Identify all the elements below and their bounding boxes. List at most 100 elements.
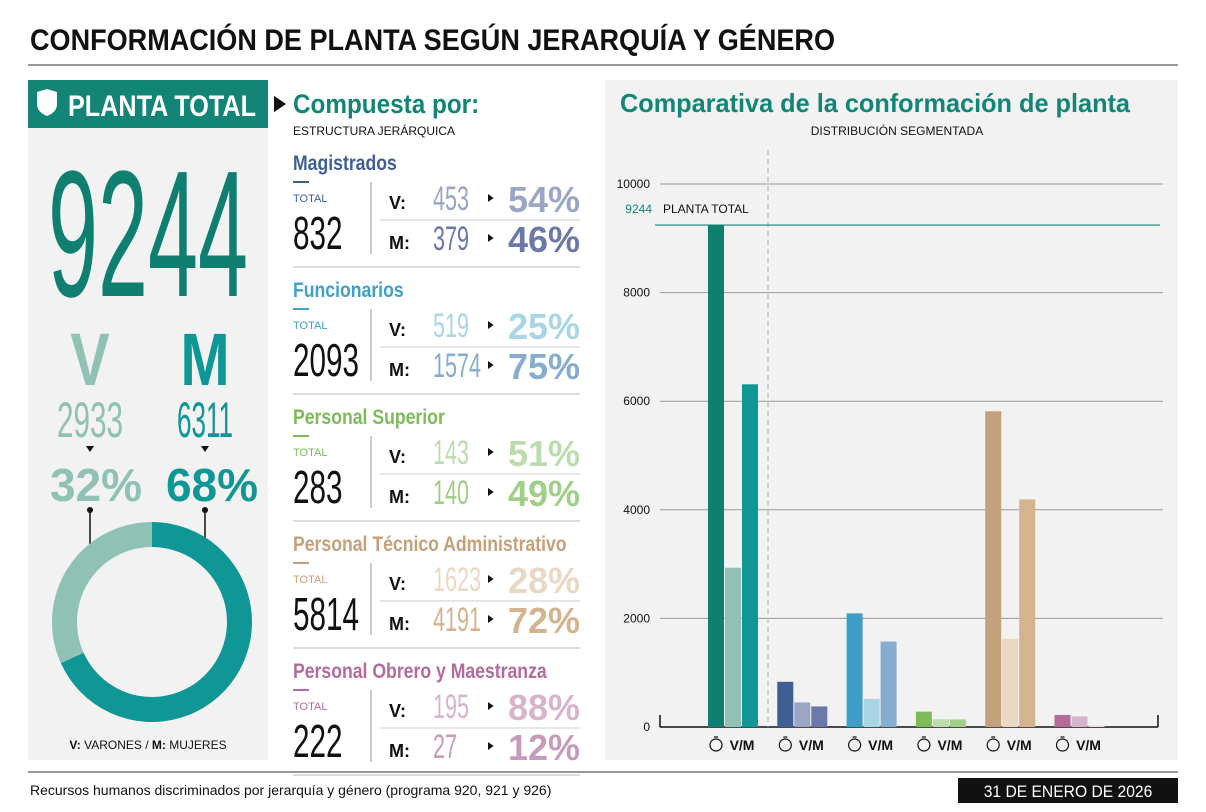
m-number: 4191 (433, 601, 481, 639)
y-tick-label: 0 (643, 720, 650, 734)
m-number: 6311 (177, 392, 233, 448)
x-tick-label: V/M (937, 737, 962, 753)
bar (725, 567, 741, 727)
category-icon (1055, 738, 1070, 752)
v-label: V: (389, 320, 406, 340)
v-percent: 28% (508, 560, 580, 601)
v-label: V: (389, 701, 406, 721)
x-tick-label: V/M (1007, 737, 1032, 753)
bar (949, 719, 966, 727)
legend-text: VARONES (84, 738, 142, 752)
category-icon (986, 738, 1000, 752)
reference-label: PLANTA TOTAL (663, 202, 749, 216)
total-label: TOTAL (293, 447, 327, 459)
m-number: 140 (433, 474, 469, 512)
m-percent: 49% (508, 473, 580, 514)
date-box (958, 778, 1178, 803)
m-label: M: (389, 487, 410, 507)
group-name: Personal Superior (293, 406, 445, 430)
group-total: 2093 (293, 334, 359, 386)
legend-text: M: (152, 738, 166, 752)
pointer (488, 234, 494, 242)
pointer (201, 446, 209, 452)
section-title: Compuesta por: (293, 90, 479, 119)
m-percent: 75% (508, 346, 580, 387)
bar (932, 719, 949, 727)
bar (811, 706, 828, 727)
v-number: 519 (433, 307, 469, 345)
bar (985, 411, 1002, 727)
group-total: 222 (293, 715, 343, 767)
y-tick-label: 10000 (617, 177, 651, 191)
v-percent: 32% (50, 459, 142, 511)
m-label: M (180, 319, 229, 402)
bar (880, 641, 897, 727)
x-tick-label: V/M (730, 737, 755, 753)
v-percent: 51% (508, 433, 580, 474)
group-total: 5814 (293, 588, 359, 640)
legend: V: VARONES / M: MUJERES (69, 738, 226, 752)
x-tick-label: V/M (799, 737, 824, 753)
pointer (488, 575, 494, 583)
chart-title: Comparativa de la conformación de planta (620, 88, 1131, 118)
v-percent: 25% (508, 306, 580, 347)
footer-date: 31 DE ENERO DE 2026 (984, 782, 1153, 801)
footer-note: Recursos humanos discriminados por jerar… (30, 782, 551, 798)
y-tick-label: 2000 (623, 611, 650, 625)
section-subtitle: ESTRUCTURA JERÁRQUICA (293, 123, 455, 138)
y-tick-label: 4000 (623, 503, 650, 517)
pointer (86, 446, 94, 452)
badge-label: PLANTA TOTAL (68, 90, 256, 123)
legend-text: V: (69, 738, 80, 752)
legend-text: / (145, 738, 149, 752)
m-label: M: (389, 741, 410, 761)
v-percent: 54% (508, 179, 580, 220)
v-label: V: (389, 574, 406, 594)
group-name: Funcionarios (293, 279, 404, 303)
group-name: Personal Obrero y Maestranza (293, 660, 547, 684)
bar (1002, 638, 1019, 727)
v-percent: 88% (508, 687, 580, 728)
v-label: V: (389, 193, 406, 213)
donut-segment (52, 522, 152, 664)
x-tick-label: V/M (1076, 737, 1101, 753)
bar (1019, 499, 1036, 727)
m-percent: 12% (508, 727, 580, 768)
m-number: 379 (433, 220, 469, 258)
bar (1071, 716, 1088, 727)
total-label: TOTAL (293, 320, 327, 332)
legend-text: MUJERES (169, 738, 226, 752)
arrow-icon (274, 96, 286, 112)
m-percent: 68% (166, 459, 258, 511)
v-number: 143 (433, 434, 469, 472)
pointer (488, 615, 494, 623)
m-label: M: (389, 233, 410, 253)
category-icon (847, 738, 862, 752)
m-label: M: (389, 360, 410, 380)
y-tick-label: 6000 (623, 394, 650, 408)
chart-subtitle: DISTRIBUCIÓN SEGMENTADA (811, 123, 983, 138)
bar (708, 225, 724, 728)
pointer (488, 742, 494, 750)
category-icon (709, 738, 723, 752)
m-number: 27 (433, 728, 457, 766)
m-label: M: (389, 614, 410, 634)
m-percent: 46% (508, 219, 580, 260)
v-number: 453 (433, 180, 469, 218)
badge (28, 80, 268, 128)
v-number: 2933 (57, 392, 123, 448)
group-total: 832 (293, 207, 343, 259)
bar (1088, 725, 1105, 727)
total-label: TOTAL (293, 701, 327, 713)
pointer (488, 321, 494, 329)
pointer (488, 488, 494, 496)
shield-icon (37, 89, 57, 116)
category-icon (778, 738, 792, 752)
bar (777, 681, 794, 727)
v-number: 195 (433, 688, 469, 726)
v-label: V (70, 319, 110, 402)
category-icon (917, 738, 931, 752)
bar (863, 698, 880, 727)
